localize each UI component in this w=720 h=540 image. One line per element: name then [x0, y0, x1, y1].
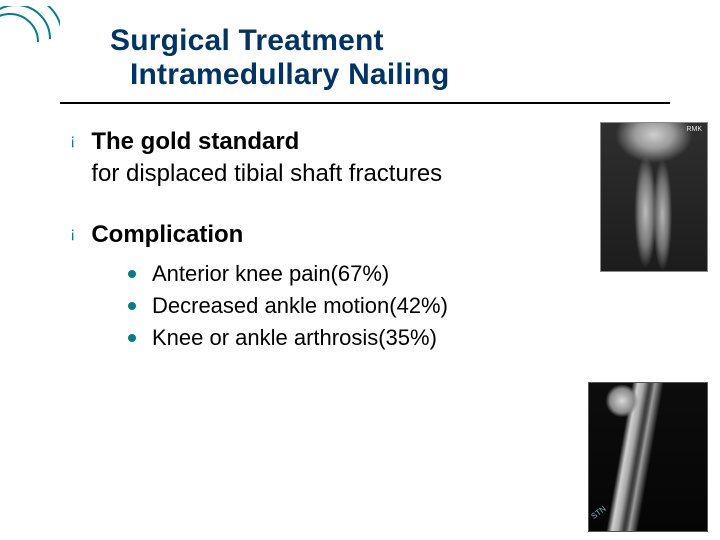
xray-image-top: RMK [600, 122, 708, 272]
bullet-1-rest: for displaced tibial shaft fractures [91, 160, 442, 187]
sub-bullet-3-text: Knee or ankle arthrosis(35%) [152, 325, 437, 351]
bullet-marker: ¡ [70, 132, 75, 150]
sub-bullet-1-text: Anterior knee pain(67%) [152, 261, 389, 287]
bullet-1-text: The gold standard for displaced tibial s… [91, 126, 442, 191]
sub-bullet-dot-icon [128, 270, 136, 278]
sub-bullet-dot-icon [128, 334, 136, 342]
bullet-2-text: Complication [91, 219, 243, 251]
title-line-2: Intramedullary Nailing [130, 58, 720, 92]
xray-image-top-render [601, 123, 707, 271]
sub-bullet-2: Decreased ankle motion(42%) [128, 293, 720, 319]
corner-arc-decoration [0, 6, 60, 66]
title-underline [60, 102, 670, 104]
title-block: Surgical Treatment Intramedullary Nailin… [110, 24, 720, 92]
xray-image-bottom: STN [588, 382, 708, 532]
slide: Surgical Treatment Intramedullary Nailin… [0, 0, 720, 540]
title-line-1: Surgical Treatment [110, 24, 720, 58]
sub-bullet-dot-icon [128, 302, 136, 310]
bullet-2-bold: Complication [91, 221, 243, 248]
xray-top-label: RMK [686, 126, 702, 133]
xray-image-bottom-render [589, 383, 707, 531]
sub-bullet-2-text: Decreased ankle motion(42%) [152, 293, 448, 319]
bullet-1-bold: The gold standard [91, 128, 299, 155]
bullet-marker: ¡ [70, 225, 75, 243]
sub-bullet-3: Knee or ankle arthrosis(35%) [128, 325, 720, 351]
sub-bullet-list: Anterior knee pain(67%) Decreased ankle … [128, 261, 720, 351]
